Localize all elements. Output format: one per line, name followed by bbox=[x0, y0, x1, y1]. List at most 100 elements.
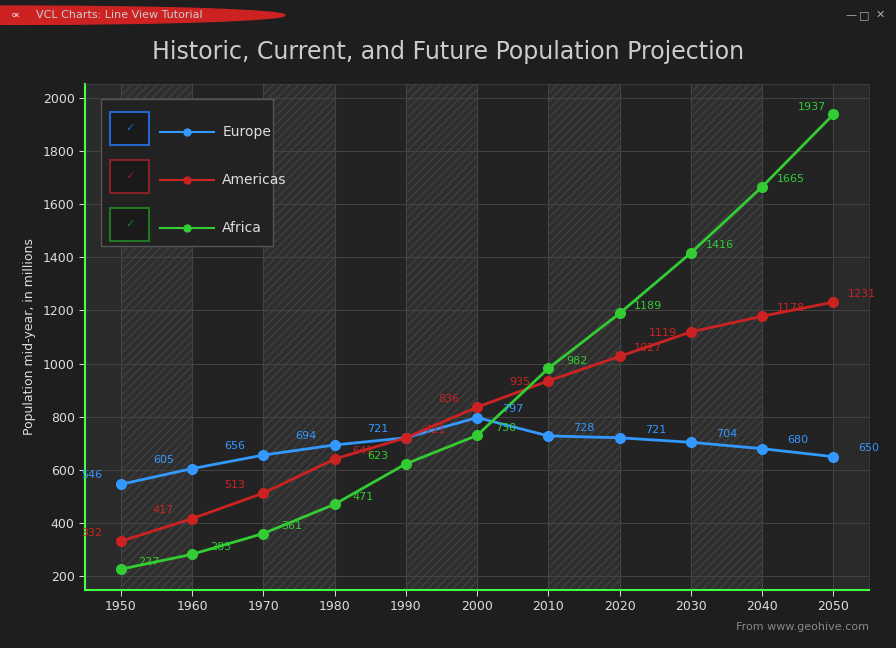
Text: 513: 513 bbox=[224, 480, 246, 490]
Americas bbox=[401, 434, 411, 442]
Text: Africa: Africa bbox=[222, 221, 263, 235]
Africa bbox=[543, 364, 554, 372]
Text: —: — bbox=[846, 10, 857, 20]
Text: Historic, Current, and Future Population Projection: Historic, Current, and Future Population… bbox=[152, 40, 744, 64]
FancyBboxPatch shape bbox=[110, 112, 150, 145]
Bar bbox=[121, 84, 192, 590]
Europe bbox=[757, 445, 768, 452]
Text: 1027: 1027 bbox=[634, 343, 662, 353]
Text: Europe: Europe bbox=[222, 125, 271, 139]
Bar bbox=[762, 84, 833, 590]
Africa bbox=[258, 529, 269, 537]
Bar bbox=[406, 84, 478, 590]
Text: VCL Charts: Line View Tutorial: VCL Charts: Line View Tutorial bbox=[36, 10, 202, 20]
Text: 1119: 1119 bbox=[649, 328, 676, 338]
Americas bbox=[543, 377, 554, 385]
Americas bbox=[615, 353, 625, 360]
Text: 1937: 1937 bbox=[798, 102, 826, 111]
Americas bbox=[116, 537, 126, 545]
Line: Africa: Africa bbox=[116, 110, 839, 574]
Americas bbox=[186, 515, 197, 522]
Bar bbox=[406, 84, 478, 590]
Bar bbox=[263, 84, 334, 590]
Text: 721: 721 bbox=[424, 424, 445, 435]
Africa bbox=[401, 460, 411, 468]
Text: 1189: 1189 bbox=[634, 301, 662, 310]
Text: 730: 730 bbox=[495, 422, 516, 433]
Text: 227: 227 bbox=[139, 557, 160, 566]
Americas bbox=[685, 328, 696, 336]
Europe bbox=[472, 413, 483, 421]
Text: 471: 471 bbox=[352, 492, 374, 502]
Europe bbox=[685, 439, 696, 446]
Text: ✓: ✓ bbox=[125, 172, 134, 181]
Bar bbox=[478, 84, 548, 590]
Africa bbox=[615, 309, 625, 317]
Text: Americas: Americas bbox=[222, 173, 287, 187]
FancyBboxPatch shape bbox=[101, 99, 273, 246]
Bar bbox=[691, 84, 762, 590]
Text: 650: 650 bbox=[858, 443, 880, 454]
Europe bbox=[401, 434, 411, 442]
Text: 656: 656 bbox=[224, 441, 246, 451]
Americas bbox=[472, 403, 483, 411]
Text: 721: 721 bbox=[366, 424, 388, 434]
Text: 417: 417 bbox=[153, 505, 174, 515]
Africa bbox=[186, 550, 197, 558]
Text: 721: 721 bbox=[645, 424, 666, 435]
Americas bbox=[757, 312, 768, 320]
Bar bbox=[121, 84, 192, 590]
Text: 728: 728 bbox=[573, 422, 595, 433]
Text: 641: 641 bbox=[352, 446, 374, 456]
Europe bbox=[258, 451, 269, 459]
Europe bbox=[543, 432, 554, 440]
Africa bbox=[116, 565, 126, 573]
Text: 935: 935 bbox=[509, 376, 530, 387]
Text: 546: 546 bbox=[82, 470, 103, 480]
Y-axis label: Population mid-year, in millions: Population mid-year, in millions bbox=[23, 238, 36, 435]
Bar bbox=[548, 84, 620, 590]
Text: 283: 283 bbox=[210, 542, 231, 551]
Africa bbox=[757, 183, 768, 191]
Bar bbox=[620, 84, 691, 590]
Line: Americas: Americas bbox=[116, 297, 839, 546]
Bar bbox=[548, 84, 620, 590]
Africa bbox=[685, 249, 696, 257]
Text: 605: 605 bbox=[153, 455, 174, 465]
Europe bbox=[116, 480, 126, 488]
Bar bbox=[192, 84, 263, 590]
Bar bbox=[263, 84, 334, 590]
Text: ✕: ✕ bbox=[875, 10, 884, 20]
Africa bbox=[329, 500, 340, 508]
Europe bbox=[329, 441, 340, 449]
Bar bbox=[691, 84, 762, 590]
Text: 680: 680 bbox=[788, 435, 808, 445]
Text: 836: 836 bbox=[438, 394, 459, 404]
Text: 1665: 1665 bbox=[777, 174, 805, 184]
Europe bbox=[828, 453, 839, 461]
Text: □: □ bbox=[859, 10, 870, 20]
Americas bbox=[329, 455, 340, 463]
Text: 982: 982 bbox=[566, 356, 588, 365]
Bar bbox=[334, 84, 406, 590]
Text: 623: 623 bbox=[366, 451, 388, 461]
FancyBboxPatch shape bbox=[110, 160, 150, 193]
Text: ✓: ✓ bbox=[125, 220, 134, 229]
Circle shape bbox=[0, 6, 285, 25]
Text: 1178: 1178 bbox=[777, 303, 805, 313]
Americas bbox=[258, 489, 269, 497]
Text: 704: 704 bbox=[716, 429, 737, 439]
Text: 694: 694 bbox=[296, 431, 316, 441]
FancyBboxPatch shape bbox=[110, 208, 150, 241]
Text: 332: 332 bbox=[82, 528, 103, 538]
Africa bbox=[828, 110, 839, 118]
Text: 797: 797 bbox=[502, 404, 523, 414]
Text: ✓: ✓ bbox=[125, 124, 134, 133]
Text: From www.geohive.com: From www.geohive.com bbox=[737, 622, 869, 632]
Line: Europe: Europe bbox=[116, 413, 839, 489]
Europe bbox=[186, 465, 197, 472]
Text: 1416: 1416 bbox=[705, 240, 734, 250]
Africa bbox=[472, 432, 483, 439]
Europe bbox=[615, 434, 625, 442]
Text: ox: ox bbox=[12, 12, 21, 18]
